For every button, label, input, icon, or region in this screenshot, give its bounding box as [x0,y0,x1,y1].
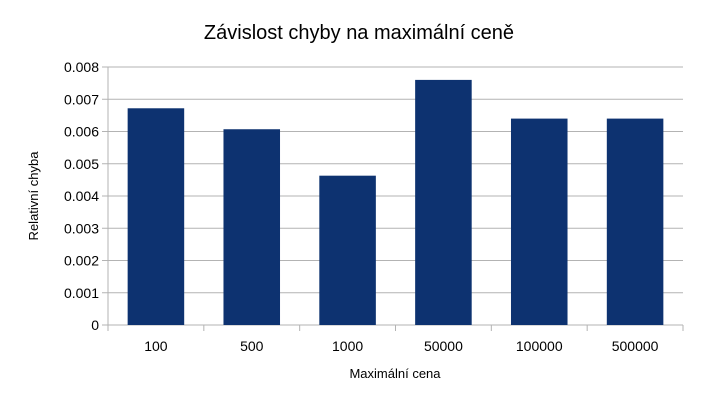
y-tick-label: 0.008 [64,59,99,75]
x-axis-label: Maximální cena [349,366,441,381]
y-tick-label: 0 [91,317,99,333]
bar-100 [127,108,185,325]
x-tick-label: 1000 [332,338,363,354]
y-tick-label: 0.002 [64,253,99,269]
y-tick-label: 0.004 [64,188,99,204]
bar-1000 [319,175,376,325]
x-tick-label: 50000 [424,338,463,354]
bars [127,79,664,326]
y-tick-label: 0.007 [64,91,99,107]
y-axis-ticks: 0 0.001 0.002 0.003 0.004 0.005 0.006 0.007 0.00… [64,59,99,333]
gridlines [102,66,684,331]
y-tick-label: 0.006 [64,124,99,140]
y-tick-label: 0.001 [64,285,99,301]
bar-500 [223,129,281,325]
x-tick-label: 500 [240,338,264,354]
bar-50000 [415,79,472,326]
x-axis-ticks: 100 500 1000 50000 100000 500000 [144,338,658,354]
bar-100000 [510,118,568,325]
y-axis-label: Relativní chyba [26,151,41,241]
x-tick-label: 100000 [516,338,563,354]
y-tick-label: 0.005 [64,156,99,172]
y-tick-label: 0.003 [64,220,99,236]
bar-500000 [606,118,664,325]
chart-title: Závislost chyby na maximální ceně [204,22,514,44]
x-tick-label: 100 [144,338,168,354]
x-tick-label: 500000 [612,338,659,354]
